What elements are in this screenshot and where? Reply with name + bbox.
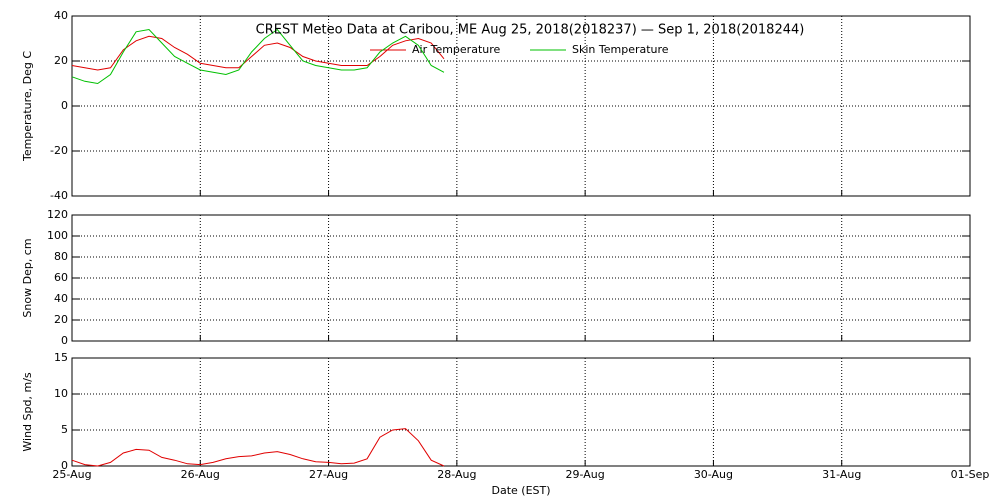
x-tick-label: 01-Sep xyxy=(951,468,990,481)
legend-label: Air Temperature xyxy=(412,43,501,56)
y-tick-label: 5 xyxy=(61,423,68,436)
x-tick-label: 27-Aug xyxy=(309,468,348,481)
y-tick-label: 80 xyxy=(54,250,68,263)
y-tick-label: 100 xyxy=(47,229,68,242)
y-tick-label: 0 xyxy=(61,99,68,112)
y-tick-label: -20 xyxy=(50,144,68,157)
y-tick-label: 40 xyxy=(54,292,68,305)
chart-title: CREST Meteo Data at Caribou, ME Aug 25, … xyxy=(256,23,805,38)
y-tick-label: 60 xyxy=(54,271,68,284)
x-tick-label: 28-Aug xyxy=(437,468,476,481)
legend-label: Skin Temperature xyxy=(572,43,669,56)
x-tick-label: 26-Aug xyxy=(181,468,220,481)
x-axis-label: Date (EST) xyxy=(491,484,550,497)
y-tick-label: 40 xyxy=(54,9,68,22)
y-axis-label: Wind Spd, m/s xyxy=(21,372,34,452)
y-tick-label: 20 xyxy=(54,54,68,67)
x-tick-label: 25-Aug xyxy=(52,468,91,481)
series-line xyxy=(71,28,445,85)
x-tick-label: 31-Aug xyxy=(822,468,861,481)
series-line xyxy=(71,428,445,467)
y-tick-label: 20 xyxy=(54,313,68,326)
plot-frame xyxy=(71,15,971,197)
x-tick-label: 30-Aug xyxy=(694,468,733,481)
series-line xyxy=(71,35,445,71)
y-tick-label: 0 xyxy=(61,459,68,472)
y-axis-label: Temperature, Deg C xyxy=(21,51,34,162)
plot-frame xyxy=(71,357,971,467)
y-tick-label: -40 xyxy=(50,189,68,202)
x-tick-label: 29-Aug xyxy=(566,468,605,481)
y-tick-label: 0 xyxy=(61,334,68,347)
y-axis-label: Snow Dep, cm xyxy=(21,238,34,317)
y-tick-label: 15 xyxy=(54,351,68,364)
y-tick-label: 120 xyxy=(47,208,68,221)
plot-frame xyxy=(71,214,971,342)
y-tick-label: 10 xyxy=(54,387,68,400)
